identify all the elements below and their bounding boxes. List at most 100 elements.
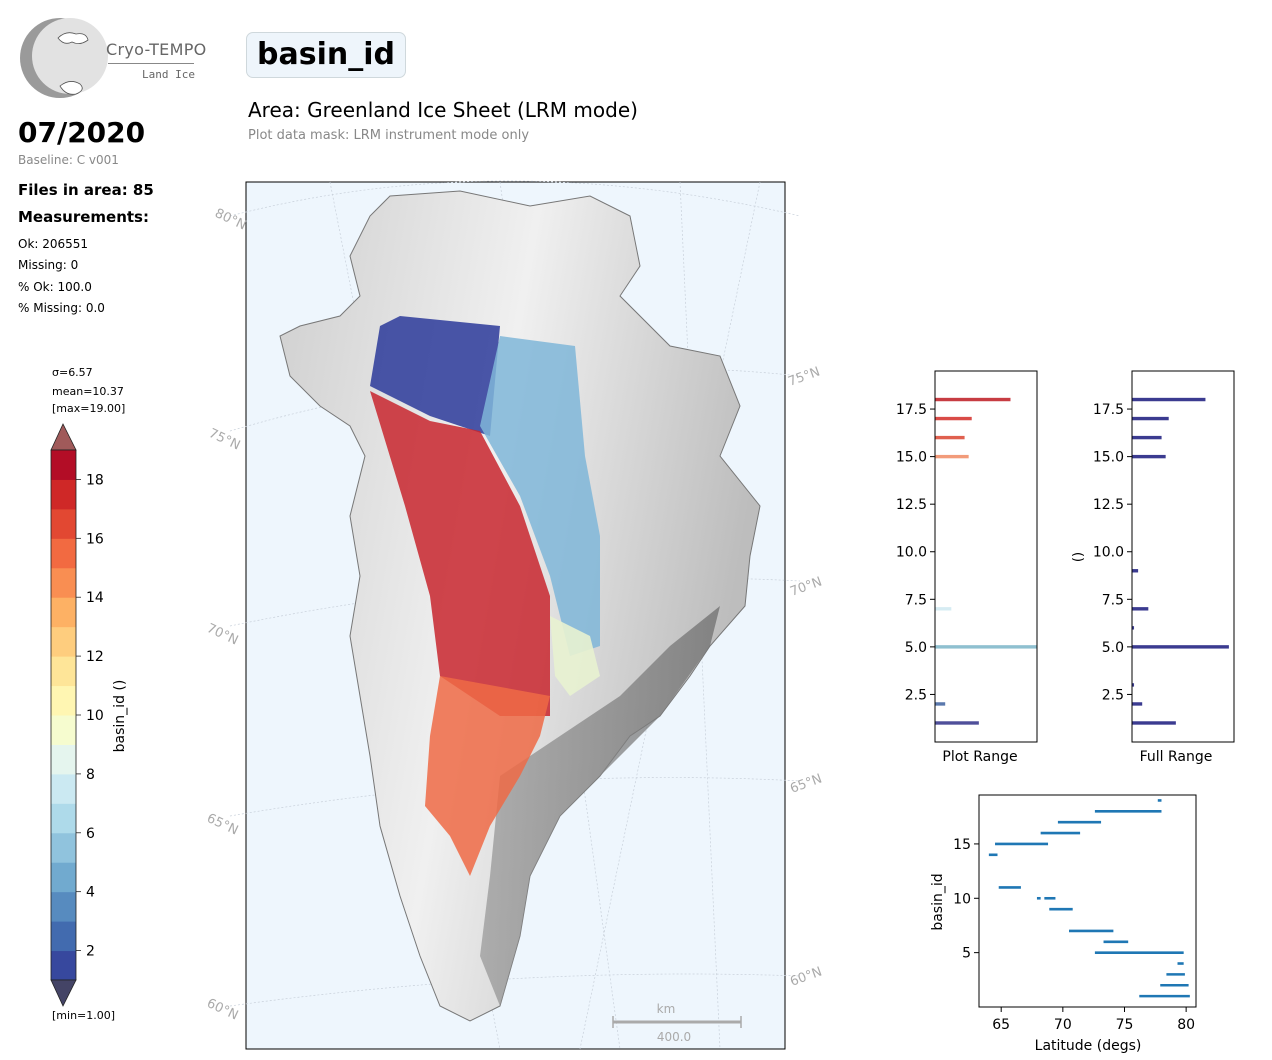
plot-range-ytick-label: 10.0 (896, 545, 927, 561)
full-range-ytick-label: 5.0 (1102, 640, 1124, 656)
full-range-chart: 2.5 5.0 7.5 10.0 12.5 15.0 17.5 () Full Range (1071, 370, 1235, 765)
colorbar-cell (51, 685, 76, 716)
colorbar-cell (51, 508, 76, 539)
plot-range-frame (934, 370, 1038, 743)
colorbar-max-arrow (50, 423, 77, 451)
full-range-bar (1132, 721, 1176, 725)
colorbar-cell (51, 862, 76, 893)
full-range-bar (1132, 702, 1143, 706)
logo-name: Cryo-TEMPO (106, 40, 207, 59)
colorbar-tick-label: 16 (86, 531, 104, 547)
colorbar-cell (51, 479, 76, 510)
full-range-ytick-label: 17.5 (1093, 402, 1124, 418)
logo-subtitle: Land Ice (142, 68, 195, 81)
lat-label-right: 75°N (786, 364, 822, 389)
stat-pct-ok: % Ok: 100.0 (18, 280, 92, 294)
lat-label-left: 75°N (206, 426, 242, 453)
scalebar: km 400.0 (612, 1002, 742, 1044)
stat-pct-missing: % Missing: 0.0 (18, 301, 105, 315)
colorbar-cell (51, 921, 76, 952)
latitude-ytick-label: 5 (962, 946, 971, 962)
date: 07/2020 (18, 116, 146, 149)
measurements-label: Measurements: (18, 208, 149, 226)
colorbar-sigma: σ=6.57 (52, 366, 93, 379)
plot-range-xlabel: Plot Range (942, 749, 1017, 765)
colorbar-mean: mean=10.37 (52, 385, 124, 398)
plot-range-bar (935, 435, 965, 440)
full-range-ytick-label: 2.5 (1102, 687, 1124, 703)
colorbar-cell (51, 773, 76, 804)
logo-divider (108, 63, 194, 64)
lat-label-left: 80°N (212, 206, 248, 233)
colorbar-tick-label: 12 (86, 649, 104, 665)
colorbar-cell (51, 656, 76, 687)
colorbar-tick-label: 8 (86, 767, 95, 783)
scalebar-unit: km (657, 1002, 676, 1016)
full-range-ytick-label: 7.5 (1102, 592, 1124, 608)
colorbar-cell (51, 715, 76, 745)
full-range-ytick-label: 10.0 (1093, 545, 1124, 561)
full-range-frame (1131, 370, 1235, 743)
baseline: Baseline: C v001 (18, 153, 119, 167)
full-range-bar (1132, 416, 1169, 421)
east-coast-relief (480, 606, 720, 1006)
full-range-bar (1132, 683, 1135, 687)
colorbar-tick-label: 6 (86, 826, 95, 842)
lat-label-right: 70°N (788, 574, 824, 599)
colorbar-tick-label: 18 (86, 472, 104, 488)
track-orange (425, 676, 550, 876)
colorbar-cell (51, 597, 76, 628)
colorbar-cell (51, 950, 76, 981)
latitude-xtick-label: 70 (1054, 1017, 1072, 1033)
colorbar-cell (51, 626, 76, 657)
track-red (370, 391, 550, 716)
colorbar-tick-label: 14 (86, 590, 104, 606)
plot-range-bar (935, 645, 1037, 649)
plot-range-bar (935, 397, 1011, 402)
plot-range-bar (935, 454, 969, 459)
colorbar-cell (51, 450, 76, 480)
full-range-ylabel: () (1071, 552, 1086, 562)
colorbar-cell (51, 803, 76, 834)
plot-range-ytick-label: 15.0 (896, 450, 927, 466)
map: 80°N75°N70°N65°N60°N 75°N70°N65°N60°N km… (204, 180, 824, 1050)
track-pale (550, 616, 600, 696)
logo (18, 16, 198, 100)
full-range-bar (1132, 454, 1166, 459)
files-in-area: Files in area: 85 (18, 181, 154, 199)
latitude-xtick-label: 75 (1116, 1017, 1134, 1033)
colorbar-tick-label: 4 (86, 885, 95, 901)
plot-range-ytick-label: 5.0 (905, 640, 927, 656)
full-range-bar (1132, 607, 1149, 611)
latitude-xtick-label: 65 (992, 1017, 1010, 1033)
lat-label-left: 60°N (204, 996, 240, 1023)
colorbar-max: [max=19.00] (52, 402, 125, 415)
plot-range-bar (935, 416, 972, 421)
page-title: basin_id (246, 32, 406, 78)
plot-range-ytick-label: 7.5 (905, 592, 927, 608)
lat-label-right: 65°N (788, 771, 824, 796)
latitude-frame (978, 794, 1197, 1008)
logo-moon-icon (20, 18, 108, 98)
lat-label-right: 60°N (788, 964, 824, 989)
colorbar-label: basin_id () (112, 680, 128, 753)
plot-range-bar (935, 721, 979, 725)
colorbar-min: [min=1.00] (52, 1009, 115, 1022)
latitude-ylabel: basin_id (930, 873, 946, 930)
plot-range-ytick-label: 12.5 (896, 497, 927, 513)
colorbar-cell (51, 744, 76, 775)
full-range-bar (1132, 626, 1135, 630)
colorbar-tick-label: 10 (86, 708, 104, 724)
full-range-ytick-label: 15.0 (1093, 450, 1124, 466)
colorbar-cell (51, 538, 76, 569)
plot-range-bar (935, 607, 952, 611)
latitude-ytick-label: 15 (953, 837, 971, 853)
full-range-bar (1132, 645, 1229, 649)
plot-range-chart: 2.5 5.0 7.5 10.0 12.5 15.0 17.5 Plot Range (896, 370, 1038, 765)
colorbar-cell (51, 891, 76, 922)
colorbar-cell (51, 832, 76, 863)
colorbar-cell (51, 567, 76, 598)
plot-range-bar (935, 702, 946, 706)
mask-label: Plot data mask: LRM instrument mode only (248, 128, 530, 143)
latitude-xtick-label: 80 (1177, 1017, 1195, 1033)
